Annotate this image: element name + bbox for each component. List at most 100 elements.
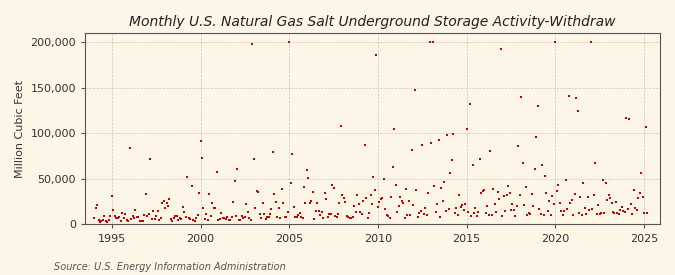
- Point: [202, 218, 213, 222]
- Point: [467, 163, 478, 167]
- Point: [439, 180, 450, 185]
- Point: [593, 203, 603, 207]
- Point: [537, 163, 547, 167]
- Point: [123, 219, 134, 223]
- Point: [216, 211, 227, 215]
- Point: [518, 161, 529, 165]
- Point: [462, 210, 473, 214]
- Point: [149, 217, 160, 221]
- Point: [368, 175, 379, 179]
- Point: [254, 212, 265, 216]
- Point: [585, 40, 596, 44]
- Point: [441, 208, 452, 213]
- Point: [352, 193, 362, 197]
- Point: [140, 192, 151, 197]
- Point: [481, 211, 491, 215]
- Point: [256, 216, 267, 220]
- Point: [317, 209, 327, 214]
- Point: [265, 212, 275, 216]
- Point: [600, 181, 611, 186]
- Point: [503, 184, 514, 188]
- Point: [101, 218, 111, 223]
- Point: [252, 190, 263, 194]
- Point: [377, 196, 387, 200]
- Title: Monthly U.S. Natural Gas Salt Underground Storage Activity-Withdraw: Monthly U.S. Natural Gas Salt Undergroun…: [130, 15, 616, 29]
- Point: [562, 207, 572, 211]
- Point: [531, 135, 541, 139]
- Point: [242, 210, 253, 214]
- Point: [616, 205, 627, 209]
- Point: [335, 124, 346, 128]
- Point: [642, 210, 653, 215]
- Point: [539, 174, 550, 178]
- Point: [282, 210, 293, 214]
- Point: [148, 209, 159, 213]
- Point: [412, 215, 423, 220]
- Point: [117, 210, 128, 215]
- Point: [508, 208, 519, 213]
- Point: [339, 196, 350, 201]
- Point: [609, 211, 620, 215]
- Point: [325, 212, 336, 217]
- Point: [442, 133, 453, 137]
- Point: [519, 203, 530, 207]
- Point: [624, 117, 634, 121]
- Point: [580, 206, 591, 210]
- Point: [262, 214, 273, 219]
- Point: [565, 201, 576, 205]
- Point: [451, 206, 462, 210]
- Point: [248, 156, 259, 161]
- Point: [390, 183, 401, 187]
- Point: [155, 216, 166, 220]
- Point: [133, 215, 144, 219]
- Point: [426, 141, 437, 145]
- Point: [198, 206, 209, 210]
- Point: [603, 193, 614, 197]
- Point: [605, 196, 616, 200]
- Point: [324, 211, 335, 216]
- Point: [563, 94, 574, 99]
- Point: [188, 218, 198, 222]
- Point: [427, 40, 438, 44]
- Point: [142, 214, 153, 218]
- Point: [267, 150, 278, 154]
- Point: [639, 211, 649, 215]
- Point: [394, 204, 404, 208]
- Point: [472, 214, 483, 218]
- Point: [122, 218, 132, 222]
- Point: [225, 218, 236, 222]
- Point: [640, 125, 651, 130]
- Point: [250, 206, 261, 210]
- Point: [95, 220, 105, 224]
- Point: [457, 203, 468, 208]
- Point: [625, 202, 636, 207]
- Point: [174, 216, 185, 220]
- Point: [171, 214, 182, 219]
- Point: [599, 211, 610, 216]
- Point: [342, 214, 352, 218]
- Point: [226, 215, 237, 219]
- Point: [445, 171, 456, 175]
- Point: [192, 213, 203, 217]
- Point: [331, 215, 342, 219]
- Point: [179, 210, 190, 214]
- Point: [217, 216, 228, 221]
- Point: [411, 188, 422, 192]
- Point: [405, 213, 416, 217]
- Point: [572, 109, 583, 113]
- Point: [178, 205, 188, 209]
- Point: [597, 177, 608, 182]
- Point: [528, 204, 539, 208]
- Point: [158, 199, 169, 204]
- Point: [185, 216, 196, 221]
- Point: [591, 211, 602, 216]
- Point: [194, 191, 205, 195]
- Point: [234, 218, 244, 222]
- Point: [98, 218, 109, 222]
- Point: [232, 167, 243, 171]
- Point: [578, 181, 589, 185]
- Point: [328, 186, 339, 190]
- Point: [529, 167, 540, 171]
- Point: [375, 196, 386, 201]
- Point: [476, 191, 487, 195]
